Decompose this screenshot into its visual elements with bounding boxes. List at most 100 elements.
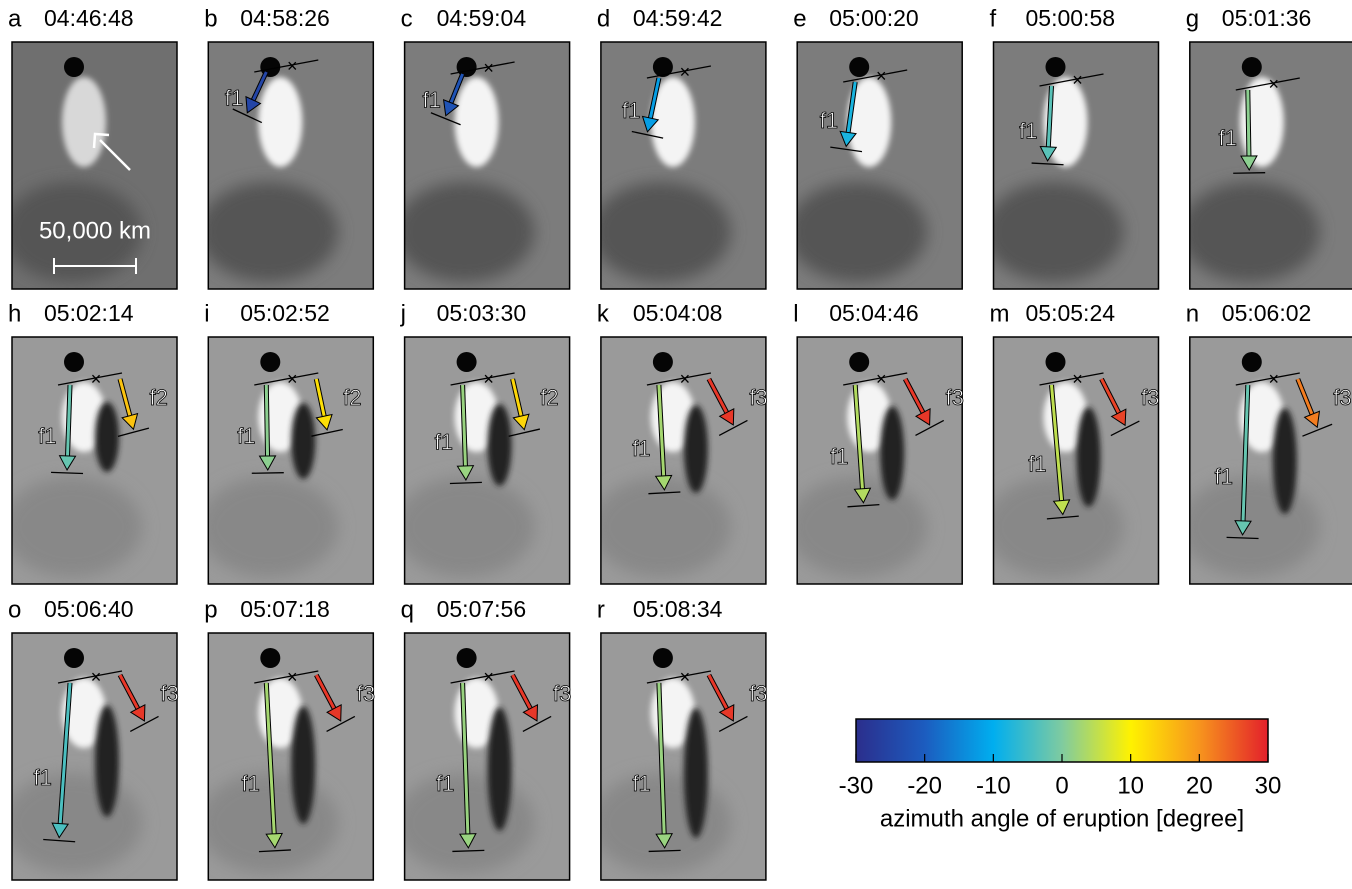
x-mark: ×: [483, 58, 494, 78]
dark-region: [95, 705, 119, 817]
panel-time: 04:59:04: [437, 5, 527, 31]
arrow-label: f1: [632, 436, 650, 461]
x-mark: ×: [680, 667, 691, 687]
arrow-label: f3: [1141, 385, 1159, 410]
arrow-label: f1: [38, 424, 56, 449]
arrow-label: f3: [553, 681, 571, 706]
colorbar-tick-label: 30: [1255, 772, 1282, 799]
figure: a04:46:4850,000 kmb04:58:26×f1c04:59:04×…: [0, 0, 1352, 884]
solar-image: 50,000 km: [2, 42, 177, 289]
image-content: [2, 337, 177, 584]
x-mark: ×: [287, 369, 298, 389]
colorbar-tick-label: 20: [1186, 772, 1213, 799]
x-mark: ×: [1269, 74, 1280, 94]
solar-image: [787, 42, 962, 289]
colorbar-tick-label: 10: [1117, 772, 1144, 799]
x-mark: ×: [1072, 369, 1083, 389]
panel-letter: c: [401, 5, 413, 32]
arrow-label: f1: [820, 108, 838, 133]
solar-image: [198, 42, 373, 289]
solar-image: [591, 633, 766, 880]
solar-image: [984, 337, 1159, 584]
x-mark: ×: [287, 667, 298, 687]
shade: [591, 477, 731, 577]
arrow-label: f1: [436, 771, 454, 796]
arrow-label: f1: [830, 444, 848, 469]
solar-image: [395, 337, 570, 584]
scale-label: 50,000 km: [39, 217, 151, 244]
panel-letter: i: [204, 300, 209, 327]
arrow-label: f1: [622, 98, 640, 123]
colorbar-tick-label: -20: [907, 772, 942, 799]
sunspot: [457, 352, 477, 372]
x-mark: ×: [1269, 369, 1280, 389]
sunspot: [653, 648, 673, 668]
image-content: [591, 42, 766, 289]
shade: [198, 773, 338, 873]
shade: [198, 477, 338, 577]
arrow-label: f1: [1028, 451, 1046, 476]
panel-time: 04:59:42: [633, 5, 723, 31]
x-mark: ×: [680, 62, 691, 82]
image-content: [591, 633, 766, 880]
sunspot: [260, 648, 280, 668]
dark-region: [95, 402, 119, 472]
dark-region: [684, 405, 708, 493]
end-line: [252, 473, 284, 474]
dark-region: [684, 708, 708, 838]
sunspot: [64, 352, 84, 372]
panel-time: 05:05:24: [1026, 300, 1116, 326]
x-mark: ×: [483, 369, 494, 389]
arrow-label: f3: [160, 681, 178, 706]
image-content: [395, 42, 570, 289]
x-mark: ×: [876, 369, 887, 389]
solar-image: [395, 633, 570, 880]
panel-letter: k: [597, 300, 610, 327]
panel-time: 05:07:56: [437, 596, 527, 622]
sunspot: [1046, 352, 1066, 372]
arrow-label: f1: [1019, 118, 1037, 143]
panel-letter: d: [597, 5, 610, 32]
panel-time: 05:03:30: [437, 300, 527, 326]
panel-letter: b: [204, 5, 217, 32]
solar-image: [984, 42, 1159, 289]
sunspot: [1242, 352, 1262, 372]
panel-letter: o: [8, 596, 21, 623]
arrow-label: f1: [435, 430, 453, 455]
colorbar-tick-label: -30: [839, 772, 874, 799]
shade: [591, 182, 731, 282]
image-content: [984, 42, 1159, 289]
panel-time: 05:00:20: [829, 5, 919, 31]
x-mark: ×: [91, 369, 102, 389]
arrow-label: f1: [632, 771, 650, 796]
image-content: [395, 633, 570, 880]
panel-time: 05:02:14: [44, 300, 134, 326]
arrow-label: f3: [357, 681, 375, 706]
colorbar-label: azimuth angle of eruption [degree]: [880, 805, 1244, 832]
arrow-label: f3: [1333, 385, 1351, 410]
shade: [2, 477, 142, 577]
shade: [395, 477, 535, 577]
image-content: [198, 337, 373, 584]
arrow-label: f3: [749, 385, 767, 410]
dark-region: [291, 706, 315, 824]
sunspot: [260, 352, 280, 372]
x-mark: ×: [287, 56, 298, 76]
arrow-label: f2: [343, 385, 361, 410]
image-content: [591, 337, 766, 584]
arrow-label: f2: [149, 385, 167, 410]
solar-image: [395, 42, 570, 289]
sunspot: [457, 648, 477, 668]
panel-time: 05:07:18: [240, 596, 330, 622]
sunspot: [1046, 57, 1066, 77]
panel-time: 05:02:52: [240, 300, 330, 326]
arrow-label: f1: [225, 86, 243, 111]
panel-time: 05:06:02: [1222, 300, 1312, 326]
page: a04:46:4850,000 kmb04:58:26×f1c04:59:04×…: [0, 0, 1352, 889]
panel-time: 05:04:46: [829, 300, 919, 326]
panel-time: 05:01:36: [1222, 5, 1312, 31]
panel-letter: p: [204, 596, 217, 623]
shade: [395, 182, 535, 282]
image-content: [787, 42, 962, 289]
panel-letter: l: [793, 300, 798, 327]
